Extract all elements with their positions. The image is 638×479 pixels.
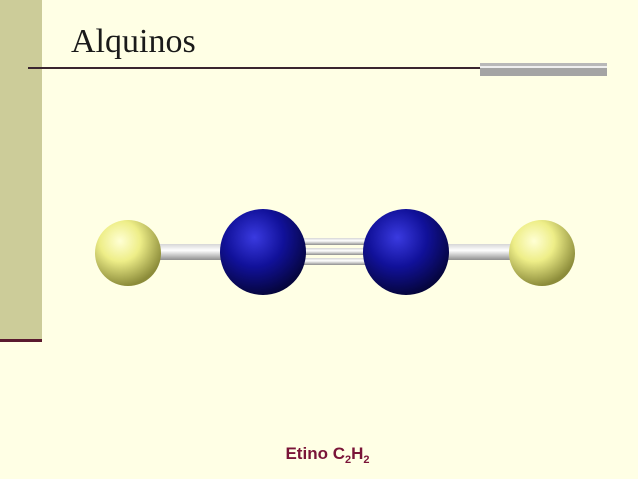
bond-single-left xyxy=(140,244,240,260)
hydrogen-atom-right xyxy=(509,220,575,286)
left-accent-bar xyxy=(0,0,42,340)
molecule-formula: C2H2 xyxy=(332,444,370,466)
carbon-atom-left xyxy=(220,209,306,295)
title-divider xyxy=(28,67,498,69)
left-accent-underline xyxy=(0,339,42,342)
slide-title: Alquinos xyxy=(71,23,196,60)
hydrogen-atom-left xyxy=(95,220,161,286)
title-accent-bar xyxy=(480,63,607,76)
carbon-atom-right xyxy=(363,209,449,295)
molecule-caption: Etino C2H2 xyxy=(0,444,638,466)
bond-triple xyxy=(280,238,390,265)
molecule-name: Etino xyxy=(285,444,328,463)
